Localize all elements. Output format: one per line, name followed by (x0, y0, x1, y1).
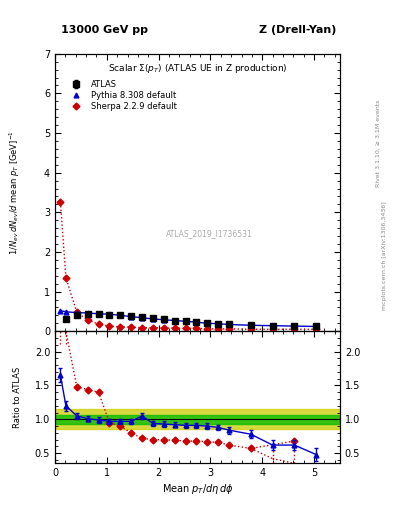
Sherpa 2.2.9 default (107, 323, 112, 329)
Pythia 8.308 default (151, 316, 155, 322)
Pythia 8.308 default (118, 312, 123, 318)
Sherpa 2.2.9 default (248, 326, 253, 332)
Pythia 8.308 default (205, 320, 210, 326)
X-axis label: Mean $p_T/d\eta\,d\phi$: Mean $p_T/d\eta\,d\phi$ (162, 482, 233, 497)
Pythia 8.308 default (85, 310, 90, 316)
Text: Rivet 3.1.10, ≥ 3.1M events: Rivet 3.1.10, ≥ 3.1M events (376, 100, 380, 187)
Text: 13000 GeV pp: 13000 GeV pp (61, 25, 148, 35)
Pythia 8.308 default (270, 323, 275, 329)
Pythia 8.308 default (227, 322, 231, 328)
Pythia 8.308 default (107, 311, 112, 317)
Pythia 8.308 default (216, 321, 220, 327)
Sherpa 2.2.9 default (85, 317, 90, 323)
Sherpa 2.2.9 default (129, 324, 134, 330)
Text: ATLAS_2019_I1736531: ATLAS_2019_I1736531 (165, 229, 252, 239)
Sherpa 2.2.9 default (96, 321, 101, 327)
Pythia 8.308 default (64, 309, 68, 315)
Sherpa 2.2.9 default (216, 326, 220, 332)
Pythia 8.308 default (140, 315, 144, 321)
Sherpa 2.2.9 default (227, 326, 231, 332)
Sherpa 2.2.9 default (173, 325, 177, 331)
Sherpa 2.2.9 default (270, 326, 275, 332)
Legend: ATLAS, Pythia 8.308 default, Sherpa 2.2.9 default: ATLAS, Pythia 8.308 default, Sherpa 2.2.… (65, 77, 179, 114)
Sherpa 2.2.9 default (183, 326, 188, 332)
Pythia 8.308 default (58, 308, 63, 314)
Sherpa 2.2.9 default (151, 325, 155, 331)
Pythia 8.308 default (129, 313, 134, 319)
Text: Z (Drell-Yan): Z (Drell-Yan) (259, 25, 336, 35)
Pythia 8.308 default (96, 311, 101, 317)
Sherpa 2.2.9 default (74, 309, 79, 315)
Pythia 8.308 default (194, 319, 199, 325)
Line: Pythia 8.308 default: Pythia 8.308 default (58, 308, 319, 329)
Text: mcplots.cern.ch [arXiv:1306.3436]: mcplots.cern.ch [arXiv:1306.3436] (382, 202, 387, 310)
Sherpa 2.2.9 default (58, 199, 63, 205)
Sherpa 2.2.9 default (64, 274, 68, 281)
Pythia 8.308 default (74, 310, 79, 316)
Y-axis label: Ratio to ATLAS: Ratio to ATLAS (13, 367, 22, 428)
Pythia 8.308 default (173, 317, 177, 324)
Pythia 8.308 default (292, 323, 297, 329)
Sherpa 2.2.9 default (205, 326, 210, 332)
Line: Sherpa 2.2.9 default: Sherpa 2.2.9 default (58, 200, 319, 332)
Sherpa 2.2.9 default (314, 326, 318, 332)
Sherpa 2.2.9 default (118, 324, 123, 330)
Pythia 8.308 default (314, 324, 318, 330)
Pythia 8.308 default (248, 322, 253, 328)
Pythia 8.308 default (162, 316, 166, 323)
Pythia 8.308 default (183, 318, 188, 325)
Sherpa 2.2.9 default (140, 325, 144, 331)
Sherpa 2.2.9 default (162, 325, 166, 331)
Sherpa 2.2.9 default (194, 326, 199, 332)
Text: Scalar $\Sigma(p_T)$ (ATLAS UE in Z production): Scalar $\Sigma(p_T)$ (ATLAS UE in Z prod… (108, 62, 287, 75)
Sherpa 2.2.9 default (292, 326, 297, 332)
Y-axis label: $1/N_{ev}\,dN_{ev}/d$ mean $p_T$ [GeV]$^{-1}$: $1/N_{ev}\,dN_{ev}/d$ mean $p_T$ [GeV]$^… (8, 130, 22, 255)
